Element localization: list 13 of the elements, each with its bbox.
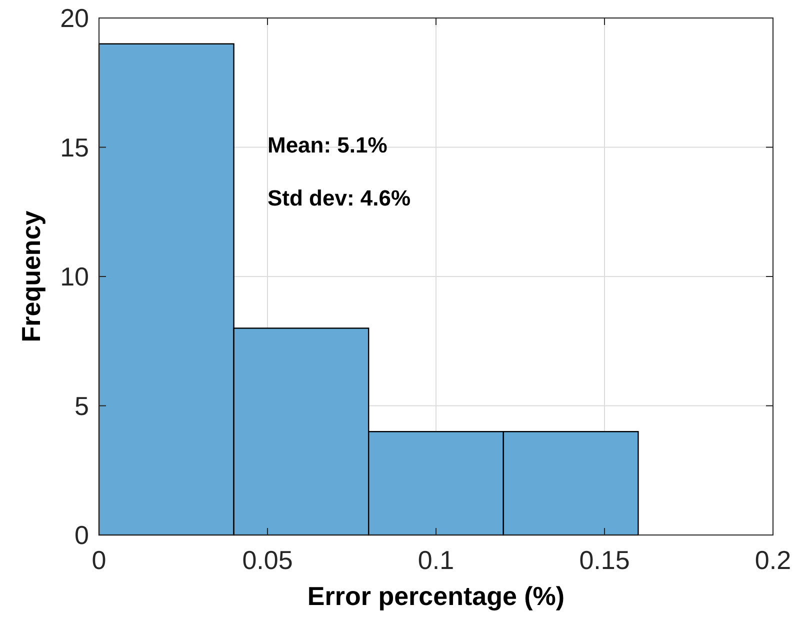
y-tick-label: 0 — [74, 520, 89, 550]
y-tick-label: 5 — [74, 390, 89, 421]
y-axis-title: Frequency — [16, 210, 46, 342]
annotation: Std dev: 4.6% — [268, 185, 411, 210]
y-tick-label: 15 — [60, 132, 89, 162]
x-axis-title: Error percentage (%) — [307, 581, 565, 611]
x-tick-label: 0.15 — [579, 545, 630, 575]
x-tick-label: 0.05 — [242, 545, 293, 575]
y-tick-label: 10 — [60, 262, 89, 292]
x-tick-label: 0.2 — [754, 545, 792, 575]
x-tick-label: 0.1 — [418, 545, 454, 575]
y-tick-label: 20 — [60, 3, 89, 33]
annotation: Mean: 5.1% — [268, 132, 388, 158]
